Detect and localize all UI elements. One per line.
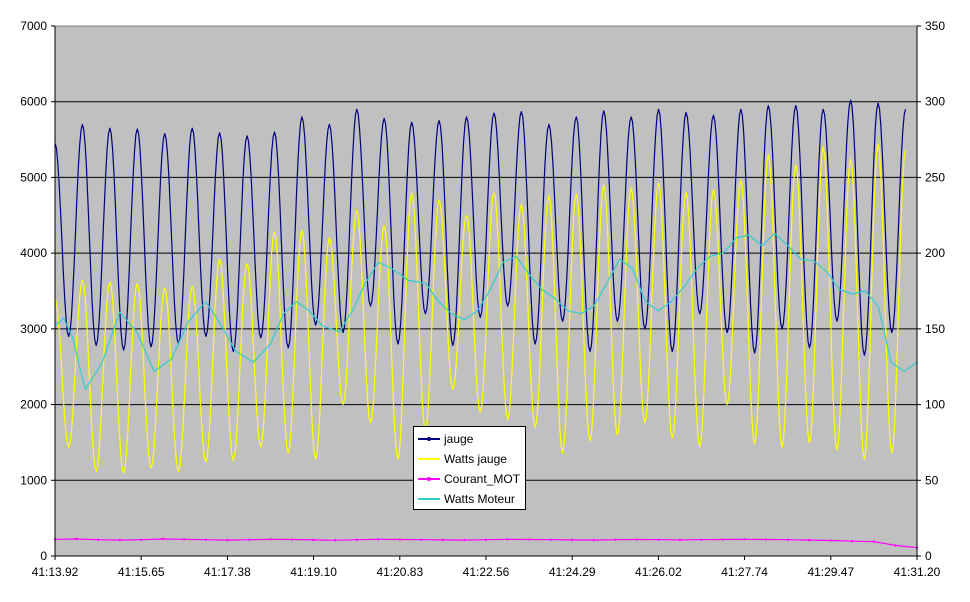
series-courant-mot-point — [463, 538, 466, 542]
y-tick-label: 0 — [40, 549, 47, 563]
legend-item: Courant_MOT — [414, 469, 525, 489]
series-courant-mot-point — [743, 538, 746, 541]
series-courant-mot-point — [247, 538, 251, 541]
y2-tick-label: 150 — [925, 322, 945, 336]
series-courant-mot-point — [484, 538, 488, 541]
legend-swatch-line — [418, 498, 440, 500]
series-courant-mot-point — [118, 538, 121, 542]
x-tick-label: 41:19.10 — [290, 565, 337, 579]
series-courant-mot-point — [96, 538, 100, 541]
series-courant-mot-point — [290, 538, 294, 541]
series-courant-mot-point — [592, 538, 595, 542]
legend-swatch — [418, 474, 440, 484]
series-courant-mot-point — [829, 539, 832, 542]
legend-swatch — [418, 454, 440, 464]
x-tick-label: 41:31.20 — [894, 565, 941, 579]
series-courant-mot-point — [894, 544, 897, 547]
series-courant-mot-point — [161, 537, 164, 541]
series-courant-mot-point — [75, 537, 78, 541]
series-courant-mot-point — [657, 538, 660, 541]
y2-tick-label: 0 — [925, 549, 932, 563]
legend-swatch-line — [418, 458, 440, 460]
series-courant-mot-point — [549, 538, 552, 541]
legend-swatch-marker — [427, 477, 431, 481]
legend-swatch — [418, 494, 440, 504]
x-tick-label: 41:20.83 — [376, 565, 423, 579]
series-courant-mot-point — [527, 538, 531, 541]
series-courant-mot-point — [506, 538, 509, 541]
legend-swatch — [418, 434, 440, 444]
y2-tick-label: 300 — [925, 95, 945, 109]
series-courant-mot-point — [764, 538, 768, 541]
y-tick-label: 3000 — [20, 322, 47, 336]
legend-label: Watts Moteur — [444, 492, 515, 506]
series-courant-mot-point — [571, 538, 574, 542]
series-courant-mot-point — [140, 538, 143, 541]
series-jauge-line — [54, 99, 907, 356]
series-courant-mot-point — [678, 538, 682, 542]
y2-tick-label: 250 — [925, 170, 945, 184]
series-courant-mot-point — [872, 540, 876, 543]
series-courant-mot-point — [183, 538, 186, 541]
x-tick-label: 41:26.02 — [635, 565, 682, 579]
series-courant-mot-point — [333, 539, 337, 542]
y-tick-label: 6000 — [20, 95, 47, 109]
series-courant-mot-point — [808, 538, 811, 542]
series-courant-mot-point — [441, 538, 445, 542]
series-courant-mot-point — [398, 538, 401, 541]
series-courant-mot-point — [204, 538, 208, 541]
legend-label: Watts jauge — [444, 452, 507, 466]
series-courant-mot-point — [635, 538, 639, 541]
y-tick-label: 2000 — [20, 398, 47, 412]
y2-tick-label: 100 — [925, 398, 945, 412]
legend-label: jauge — [444, 432, 474, 446]
legend-item: jauge — [414, 429, 525, 449]
x-tick-label: 41:15.65 — [118, 565, 165, 579]
legend-swatch-marker — [427, 437, 431, 441]
legend-label: Courant_MOT — [444, 472, 521, 486]
legend: jauge Watts jauge Courant_MOT Watts Moteur — [413, 426, 526, 510]
axes: 0 1000 2000 3000 4000 5000 6000 7000 0 50 100 150 20… — [20, 19, 945, 579]
series-layer — [53, 99, 919, 549]
x-tick-label: 41:29.47 — [807, 565, 854, 579]
y2-tick-label: 50 — [925, 473, 939, 487]
legend-item: Watts jauge — [414, 449, 525, 469]
series-courant-mot-point — [614, 538, 617, 541]
series-courant-mot-point — [786, 538, 789, 541]
x-tick-label: 41:27.74 — [721, 565, 768, 579]
x-tick-label: 41:17.38 — [204, 565, 251, 579]
series-courant-mot-point — [226, 538, 229, 542]
series-courant-mot-point — [851, 540, 854, 543]
series-courant-mot-point — [700, 538, 703, 541]
series-courant-mot-point — [721, 538, 725, 541]
series-courant-mot-point — [377, 538, 380, 541]
x-tick-label: 41:24.29 — [549, 565, 596, 579]
x-tick-label: 41:13.92 — [32, 565, 79, 579]
y-tick-label: 7000 — [20, 19, 47, 33]
series-courant-mot-point — [269, 538, 272, 541]
y2-tick-label: 200 — [925, 246, 945, 260]
series-watts-moteur-line — [54, 232, 918, 390]
y-tick-label: 1000 — [20, 473, 47, 487]
series-courant-mot-point — [312, 538, 315, 542]
legend-item: Watts Moteur — [414, 489, 525, 509]
series-courant-mot-point — [355, 538, 358, 541]
y-tick-label: 5000 — [20, 170, 47, 184]
x-tick-label: 41:22.56 — [463, 565, 510, 579]
y2-tick-label: 350 — [925, 19, 945, 33]
y-tick-label: 4000 — [20, 246, 47, 260]
series-watts-jauge-line — [54, 143, 907, 474]
series-courant-mot-point — [420, 538, 423, 541]
